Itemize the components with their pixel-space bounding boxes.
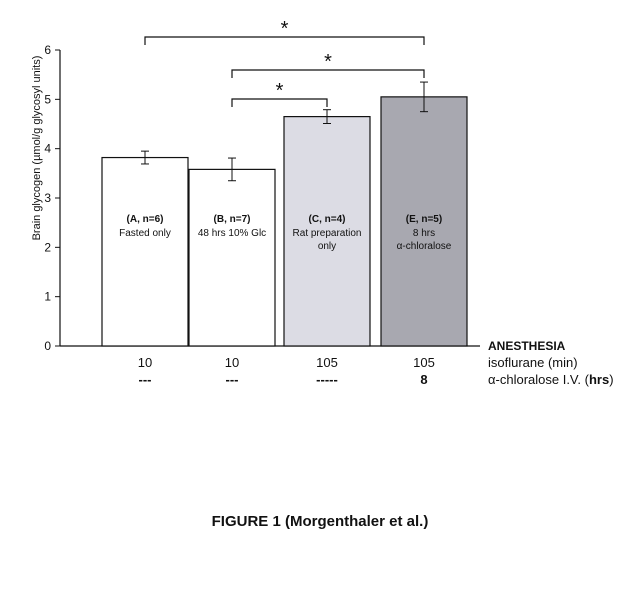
significance-star: *	[324, 51, 332, 73]
chloralose-label-prefix: α-chloralose I.V. (	[488, 372, 590, 387]
y-tick-label: 4	[44, 142, 51, 156]
bar-label-line: 8 hrs	[413, 228, 435, 239]
chloralose-label-suffix: )	[609, 372, 613, 387]
chloralose-label: α-chloralose I.V. (hrs)	[488, 372, 614, 387]
chloralose-value: ---	[139, 372, 152, 387]
bar-label-group: (A, n=6)	[127, 214, 164, 225]
figure-caption: FIGURE 1 (Morgenthaler et al.)	[211, 513, 429, 530]
significance-bracket	[144, 36, 425, 45]
bar-label-group: (E, n=5)	[406, 214, 442, 225]
significance-bracket	[231, 69, 425, 78]
bar-label-group: (C, n=4)	[309, 214, 346, 225]
chloralose-value: -----	[316, 372, 338, 387]
isoflurane-value: 105	[316, 355, 338, 370]
bar-label-line: only	[318, 241, 336, 252]
isoflurane-value: 105	[413, 355, 435, 370]
bar-label-line: α-chloralose	[397, 241, 452, 252]
y-tick-label: 2	[44, 240, 51, 254]
bar-label-line: Rat preparation	[293, 228, 362, 239]
bar-label-line: Fasted only	[119, 228, 171, 239]
bar	[101, 156, 189, 347]
isoflurane-label: isoflurane (min)	[488, 355, 578, 370]
significance-bracket	[231, 98, 328, 107]
y-axis-label: Brain glycogen (µmol/g glycosyl units)	[31, 56, 43, 241]
anesthesia-title: ANESTHESIA	[488, 339, 566, 353]
bar-label-group: (B, n=7)	[214, 214, 251, 225]
chloralose-label-unit: hrs	[589, 372, 609, 387]
y-tick-label: 5	[44, 92, 51, 106]
chloralose-value: 8	[420, 372, 427, 387]
y-tick-label: 0	[44, 339, 51, 353]
bar	[283, 115, 371, 347]
significance-star: *	[281, 18, 289, 40]
isoflurane-value: 10	[138, 355, 152, 370]
isoflurane-value: 10	[225, 355, 239, 370]
significance-star: *	[276, 80, 284, 102]
bar	[188, 168, 276, 347]
chloralose-value: ---	[226, 372, 239, 387]
y-tick-label: 6	[44, 43, 51, 57]
bar-label-line: 48 hrs 10% Glc	[198, 228, 266, 239]
y-tick-label: 3	[44, 191, 51, 205]
y-tick-label: 1	[44, 290, 51, 304]
